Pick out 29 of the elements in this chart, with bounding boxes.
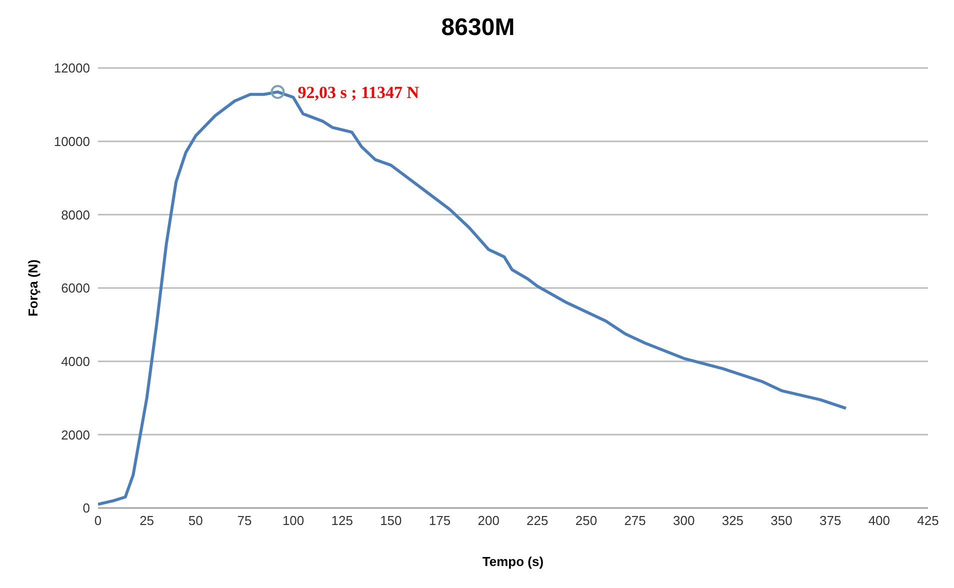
x-tick-label: 50 [188,513,203,528]
x-tick-label: 350 [770,513,792,528]
y-tick-label: 8000 [61,207,90,222]
x-tick-label: 200 [478,513,500,528]
x-tick-label: 250 [575,513,598,528]
y-tick-label: 6000 [61,280,90,296]
chart-title: 8630M [440,13,516,43]
x-tick-label: 25 [140,513,154,528]
y-tick-label: 4000 [61,354,90,369]
x-tick-label: 375 [820,513,842,528]
x-tick-label: 100 [282,513,304,528]
x-tick-label: 425 [917,513,939,528]
annotation: 92,03 s ; 11347 N [298,82,420,102]
x-tick-label: 225 [526,513,548,528]
x-tick-label: 275 [624,513,646,528]
y-tick-label: 2000 [61,427,90,442]
x-tick-label: 325 [722,513,744,528]
x-axis-title: Tempo (s) [482,554,544,569]
x-tick-label: 175 [428,513,451,528]
y-tick-label: 0 [82,500,90,516]
y-axis-title: Força (N) [26,259,41,317]
x-tick-label: 125 [331,513,353,528]
x-tick-label: 150 [380,513,402,528]
y-tick-label: 10000 [54,134,90,149]
x-tick-label: 300 [673,513,695,528]
x-tick-label: 400 [868,513,890,528]
x-tick-label: 0 [94,513,102,528]
x-tick-label: 75 [237,513,252,528]
y-tick-label: 12000 [54,60,90,76]
